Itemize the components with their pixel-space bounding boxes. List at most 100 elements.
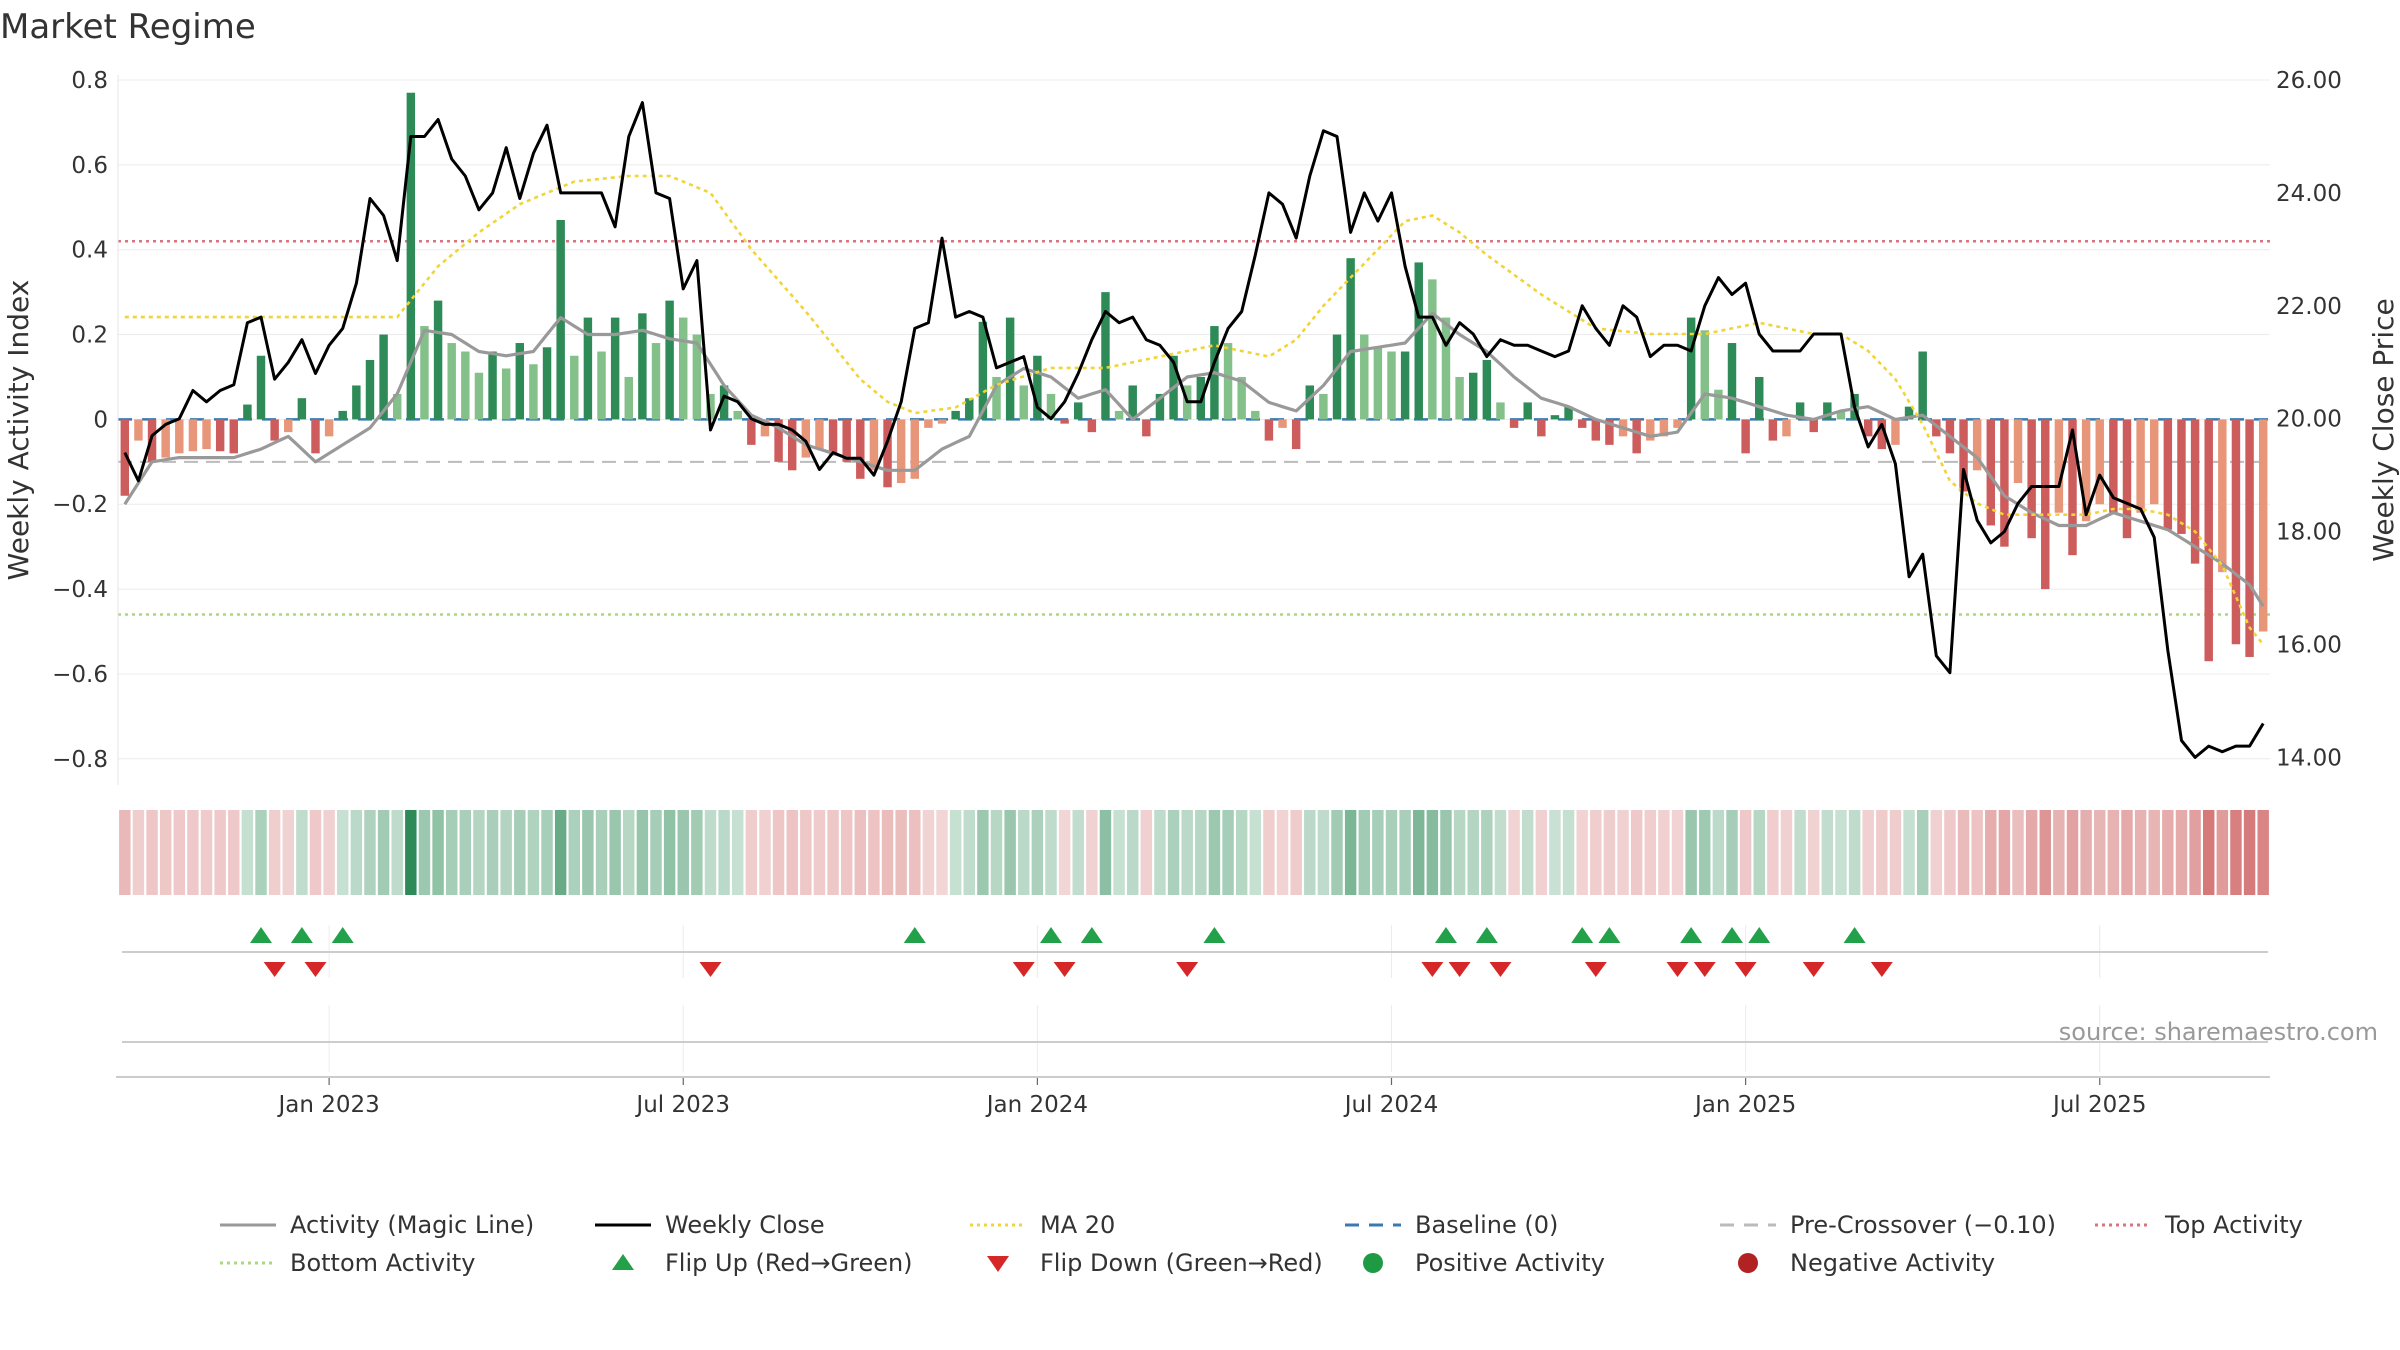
regime-cell [1808,810,1820,895]
regime-cell [1603,810,1616,895]
regime-cell [1944,810,1956,895]
regime-cell [364,810,376,895]
regime-cell [1930,810,1943,895]
activity-bar [1972,419,1982,471]
activity-bar [420,326,429,420]
regime-cell [1426,810,1439,895]
regime-cell [1304,810,1316,895]
regime-cell [922,810,935,895]
activity-bar [787,419,797,471]
regime-cell [1821,810,1834,895]
regime-cell [1726,810,1738,895]
regime-cell [2025,810,2038,895]
y-tick-right: 16.00 [2276,633,2342,659]
regime-cell [1031,810,1044,895]
activity-bar [352,385,361,420]
activity-bar [1114,410,1124,420]
flip-down-marker [1012,962,1035,977]
activity-bar [1155,393,1165,420]
activity-bar [175,419,184,454]
regime-cell [1331,810,1343,895]
regime-cell [159,810,172,895]
activity-bar [1523,402,1532,420]
activity-bar [229,419,238,454]
activity-bar [1332,334,1342,420]
activity-bar [2109,419,2118,513]
activity-bar [597,351,606,420]
regime-cell [2162,810,2174,895]
regime-cell [704,810,717,895]
activity-bar [1891,419,1900,445]
regime-cell [2257,810,2269,895]
activity-bar [965,398,974,420]
activity-bar [2245,419,2254,657]
regime-cell [1222,810,1234,895]
legend-swatch [987,1256,1009,1272]
x-tick-label: Jul 2023 [634,1092,730,1118]
flip-up-marker [1721,927,1743,943]
flip-up-marker [1080,927,1103,943]
activity-bar [706,393,715,420]
flip-down-marker [263,962,286,977]
activity-bar [583,317,593,420]
activity-bar [1795,402,1805,420]
activity-bar [1646,419,1655,441]
regime-cell [1699,810,1711,895]
regime-cell [1916,810,1929,895]
regime-cell [1086,810,1098,895]
regime-cell [1985,810,1997,895]
legend-label: Negative Activity [1790,1249,1995,1277]
activity-bar [1550,415,1560,420]
regime-cell [1208,810,1221,895]
regime-cell [1889,810,1902,895]
activity-bar [2027,419,2036,539]
regime-cell [745,810,758,895]
activity-bar [515,343,525,420]
activity-bar [1468,372,1478,420]
flip-down-marker [1802,962,1825,977]
regime-cell [1767,810,1779,895]
regime-cell [840,810,853,895]
legend-item: Flip Down (Green→Red) [987,1249,1323,1277]
regime-cell [541,810,553,895]
regime-cell [1971,810,1983,895]
activity-bar [570,355,579,420]
activity-bar [1019,385,1028,420]
regime-cell [432,810,444,895]
regime-cell [1848,810,1861,895]
y-tick-left: 0.4 [71,238,108,264]
activity-bar [896,419,906,484]
activity-bar [1455,376,1464,420]
regime-cell [1739,810,1752,895]
regime-cell [241,810,254,895]
regime-cell [1481,810,1493,895]
regime-cell [350,810,363,895]
activity-bar [1755,376,1764,420]
legend-item: Pre-Crossover (−0.10) [1720,1211,2056,1239]
regime-cell [1876,810,1888,895]
regime-cell [173,810,186,895]
regime-cell [323,810,335,895]
flip-up-marker [1434,927,1457,943]
legend-label: Activity (Magic Line) [290,1211,534,1239]
regime-cell [1154,810,1166,895]
regime-cell [1413,810,1425,895]
activity-bar [1128,385,1137,420]
regime-cell [228,810,240,895]
activity-bar [869,419,879,471]
activity-bar [120,419,130,496]
activity-bar [883,419,892,488]
regime-cell [1753,810,1765,895]
activity-bar [1251,410,1260,420]
regime-cell [2230,810,2242,895]
activity-bar [1564,406,1573,420]
regime-cell [609,810,621,895]
activity-bar [379,334,388,420]
activity-bar [1863,419,1873,437]
activity-bar [1932,419,1941,437]
flip-down-marker [1448,962,1471,977]
flip-down-marker [1870,962,1893,977]
activity-bar [188,419,198,452]
activity-bar [1087,419,1097,433]
